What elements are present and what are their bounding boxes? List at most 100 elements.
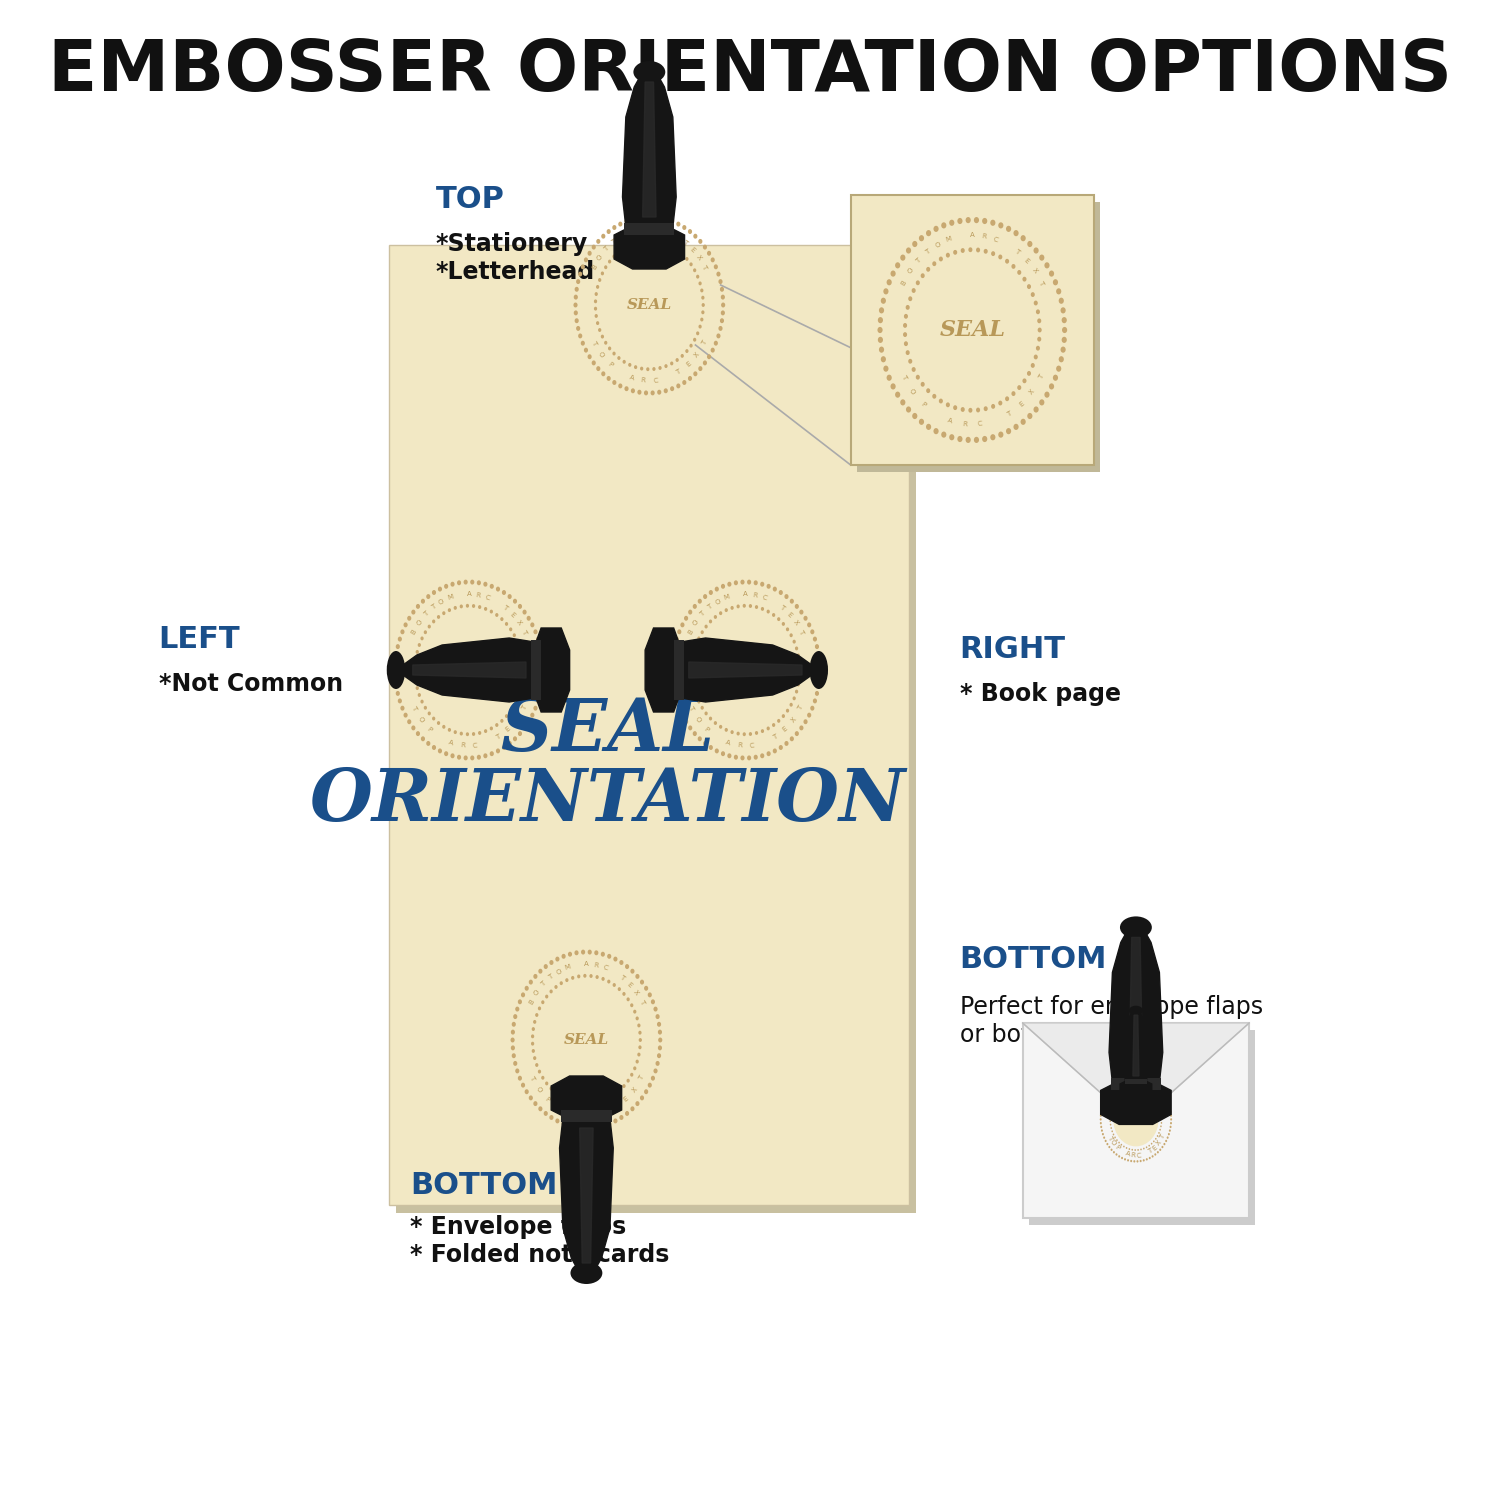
Circle shape	[604, 340, 608, 345]
Circle shape	[676, 384, 681, 388]
Bar	[1125, 1078, 1148, 1084]
Ellipse shape	[1120, 916, 1152, 939]
Circle shape	[608, 1096, 610, 1101]
Circle shape	[477, 754, 482, 759]
Circle shape	[1036, 318, 1041, 324]
Circle shape	[496, 748, 500, 753]
Circle shape	[1158, 1132, 1160, 1134]
Circle shape	[681, 252, 684, 257]
Text: LEFT: LEFT	[159, 626, 240, 654]
Text: C: C	[993, 236, 999, 243]
Circle shape	[636, 1017, 639, 1020]
Text: RIGHT: RIGHT	[960, 636, 1065, 664]
Circle shape	[632, 388, 634, 393]
Text: O: O	[618, 232, 626, 240]
Circle shape	[444, 584, 448, 590]
Circle shape	[730, 730, 734, 734]
Circle shape	[590, 1102, 592, 1106]
Circle shape	[594, 300, 597, 303]
Circle shape	[651, 214, 654, 219]
Circle shape	[598, 328, 602, 332]
Circle shape	[470, 579, 474, 585]
Text: T: T	[422, 610, 429, 618]
Circle shape	[531, 1048, 536, 1053]
Text: R: R	[736, 742, 742, 748]
Circle shape	[1036, 309, 1040, 314]
Text: E: E	[622, 1096, 628, 1102]
Circle shape	[1156, 1150, 1160, 1154]
Circle shape	[574, 286, 579, 292]
Text: C: C	[484, 594, 490, 602]
Circle shape	[1140, 1149, 1142, 1150]
Text: ORIENTATION: ORIENTATION	[309, 765, 906, 836]
Circle shape	[906, 350, 909, 355]
Circle shape	[952, 251, 957, 255]
Circle shape	[584, 974, 586, 978]
Circle shape	[422, 614, 516, 726]
Circle shape	[538, 692, 542, 696]
Circle shape	[573, 303, 578, 307]
Circle shape	[1160, 1125, 1161, 1128]
Circle shape	[453, 606, 458, 610]
Circle shape	[699, 238, 702, 244]
Circle shape	[670, 668, 674, 672]
Text: B: B	[1106, 1098, 1113, 1106]
Circle shape	[998, 432, 1004, 438]
Circle shape	[1056, 366, 1062, 372]
Circle shape	[1149, 1092, 1150, 1094]
Circle shape	[878, 316, 884, 322]
Circle shape	[675, 358, 680, 362]
Circle shape	[509, 627, 513, 632]
Circle shape	[1028, 284, 1030, 290]
Circle shape	[426, 594, 430, 598]
Circle shape	[690, 344, 693, 348]
Polygon shape	[614, 230, 684, 268]
Circle shape	[730, 606, 734, 610]
Circle shape	[999, 255, 1002, 260]
Circle shape	[681, 622, 684, 627]
Circle shape	[1017, 386, 1022, 390]
Circle shape	[414, 680, 417, 682]
Circle shape	[714, 748, 718, 753]
Circle shape	[506, 714, 509, 718]
Circle shape	[760, 582, 765, 586]
Text: T: T	[771, 734, 778, 741]
Bar	[850, 195, 1094, 465]
Text: X: X	[790, 716, 798, 723]
Circle shape	[1036, 336, 1041, 342]
Circle shape	[702, 303, 705, 307]
Circle shape	[464, 756, 468, 760]
Circle shape	[796, 682, 800, 687]
Circle shape	[438, 748, 442, 753]
Circle shape	[622, 1084, 626, 1088]
Circle shape	[574, 1125, 579, 1130]
Circle shape	[699, 614, 794, 726]
Circle shape	[1100, 1125, 1102, 1128]
Circle shape	[578, 333, 582, 339]
Circle shape	[489, 752, 494, 756]
Circle shape	[606, 230, 610, 234]
Text: T: T	[548, 974, 554, 981]
Circle shape	[772, 614, 776, 616]
Circle shape	[1113, 1086, 1114, 1088]
Circle shape	[536, 1013, 538, 1017]
Circle shape	[639, 1030, 642, 1035]
Circle shape	[500, 718, 504, 723]
Circle shape	[540, 682, 543, 688]
Text: O: O	[906, 267, 915, 274]
Circle shape	[722, 310, 724, 315]
Circle shape	[682, 225, 687, 230]
Circle shape	[933, 226, 939, 232]
Circle shape	[602, 334, 604, 339]
Circle shape	[608, 980, 610, 984]
Circle shape	[1126, 1148, 1128, 1149]
Circle shape	[513, 1014, 517, 1019]
Circle shape	[992, 251, 994, 257]
Circle shape	[688, 230, 692, 234]
Circle shape	[1137, 1088, 1138, 1090]
Circle shape	[657, 216, 662, 220]
Circle shape	[1100, 1118, 1101, 1120]
Circle shape	[416, 730, 420, 736]
Circle shape	[1126, 1090, 1128, 1092]
Circle shape	[718, 326, 723, 332]
